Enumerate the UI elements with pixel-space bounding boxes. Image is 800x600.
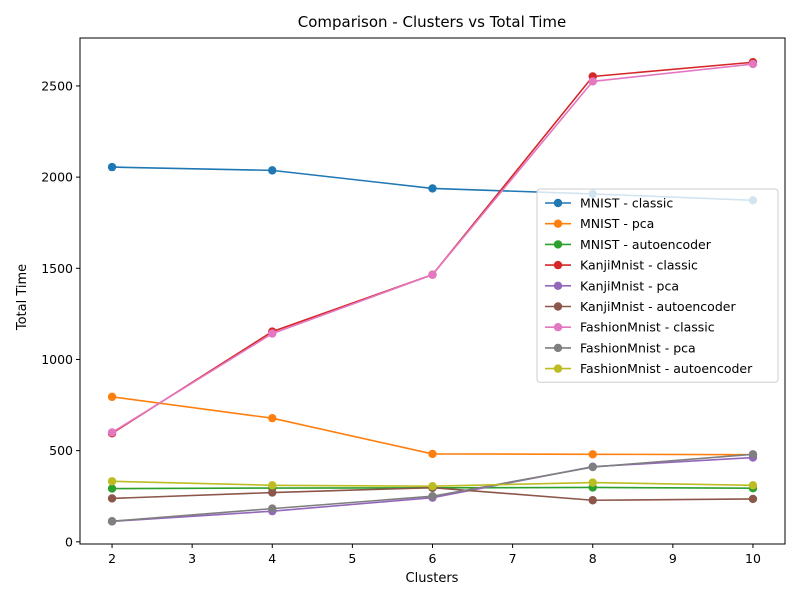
x-tick-label: 9 [669, 551, 677, 566]
x-axis-label: Clusters [406, 571, 459, 586]
data-point [268, 481, 277, 490]
legend-label: MNIST - pca [580, 216, 654, 231]
data-point [268, 329, 277, 338]
legend-label: FashionMnist - autoencoder [580, 361, 753, 376]
data-point [268, 166, 277, 175]
x-tick-label: 2 [108, 551, 116, 566]
data-point [748, 59, 758, 69]
x-tick-label: 7 [509, 551, 517, 566]
y-tick-label: 1000 [41, 352, 73, 367]
x-tick-label: 10 [745, 551, 761, 566]
legend-item: KanjiMnist - classic [545, 258, 698, 273]
series-7 [107, 450, 758, 526]
legend-marker [553, 240, 563, 249]
legend-marker [553, 343, 563, 353]
legend-label: KanjiMnist - pca [580, 278, 679, 293]
legend-label: FashionMnist - pca [580, 340, 696, 355]
data-point [107, 494, 117, 503]
legend-item: MNIST - autoencoder [545, 237, 712, 252]
series-8 [107, 477, 758, 491]
legend-marker [553, 323, 563, 332]
data-point [428, 270, 437, 279]
series-6 [107, 59, 758, 437]
y-tick-label: 0 [65, 534, 73, 549]
series-line [111, 396, 753, 456]
x-tick-label: 3 [188, 551, 196, 566]
y-axis: 0 500 1000 1500 2000 2500 [41, 78, 80, 549]
data-point [588, 462, 597, 472]
y-tick-label: 1500 [41, 261, 73, 276]
y-tick-label: 2500 [41, 78, 73, 93]
legend-marker [553, 198, 563, 208]
legend-label: FashionMnist - classic [580, 320, 715, 335]
legend-label: KanjiMnist - classic [580, 258, 698, 273]
legend-item: FashionMnist - pca [545, 340, 696, 355]
data-point [268, 413, 277, 423]
legend-item: MNIST - pca [545, 216, 654, 231]
plot-area [107, 58, 758, 526]
legend-item: FashionMnist - classic [545, 320, 715, 335]
x-tick-label: 5 [348, 551, 356, 566]
data-point [588, 496, 597, 505]
x-axis: 2 3 4 5 6 7 8 9 10 [108, 544, 761, 566]
legend-marker [553, 281, 563, 290]
x-tick-label: 4 [268, 551, 276, 566]
data-point [107, 517, 117, 526]
legend-marker [553, 364, 563, 373]
series-1 [107, 392, 758, 459]
legend-marker [553, 302, 563, 311]
legend-item: FashionMnist - autoencoder [545, 361, 753, 376]
data-point [107, 428, 117, 437]
legend: MNIST - classic MNIST - pca MNIST - autoen… [536, 188, 779, 383]
x-tick-label: 6 [429, 551, 437, 566]
data-point [588, 450, 597, 459]
data-point [107, 392, 117, 402]
legend-label: MNIST - classic [580, 196, 673, 211]
data-point [268, 488, 277, 497]
y-axis-label: Total Time [15, 264, 30, 331]
legend-item: KanjiMnist - autoencoder [545, 299, 736, 314]
chart-title: Comparison - Clusters vs Total Time [298, 13, 567, 31]
legend-marker [553, 260, 563, 270]
data-point [107, 484, 117, 493]
y-tick-label: 500 [49, 443, 73, 458]
legend-box [536, 188, 779, 383]
data-point [748, 450, 758, 459]
data-point [428, 492, 437, 501]
data-point [428, 481, 437, 491]
data-point [107, 477, 117, 486]
y-tick-label: 2000 [41, 170, 73, 185]
data-point [268, 504, 277, 513]
legend-marker [553, 219, 563, 228]
data-point [748, 481, 758, 490]
legend-label: MNIST - autoencoder [580, 237, 712, 252]
legend-label: KanjiMnist - autoencoder [580, 299, 736, 314]
legend-item: MNIST - classic [545, 196, 673, 211]
legend-item: KanjiMnist - pca [545, 278, 679, 293]
data-point [428, 184, 437, 193]
data-point [428, 449, 437, 459]
data-point [107, 162, 117, 172]
data-point [588, 77, 597, 86]
x-tick-label: 8 [589, 551, 597, 566]
data-point [748, 494, 758, 504]
data-point [588, 478, 597, 487]
